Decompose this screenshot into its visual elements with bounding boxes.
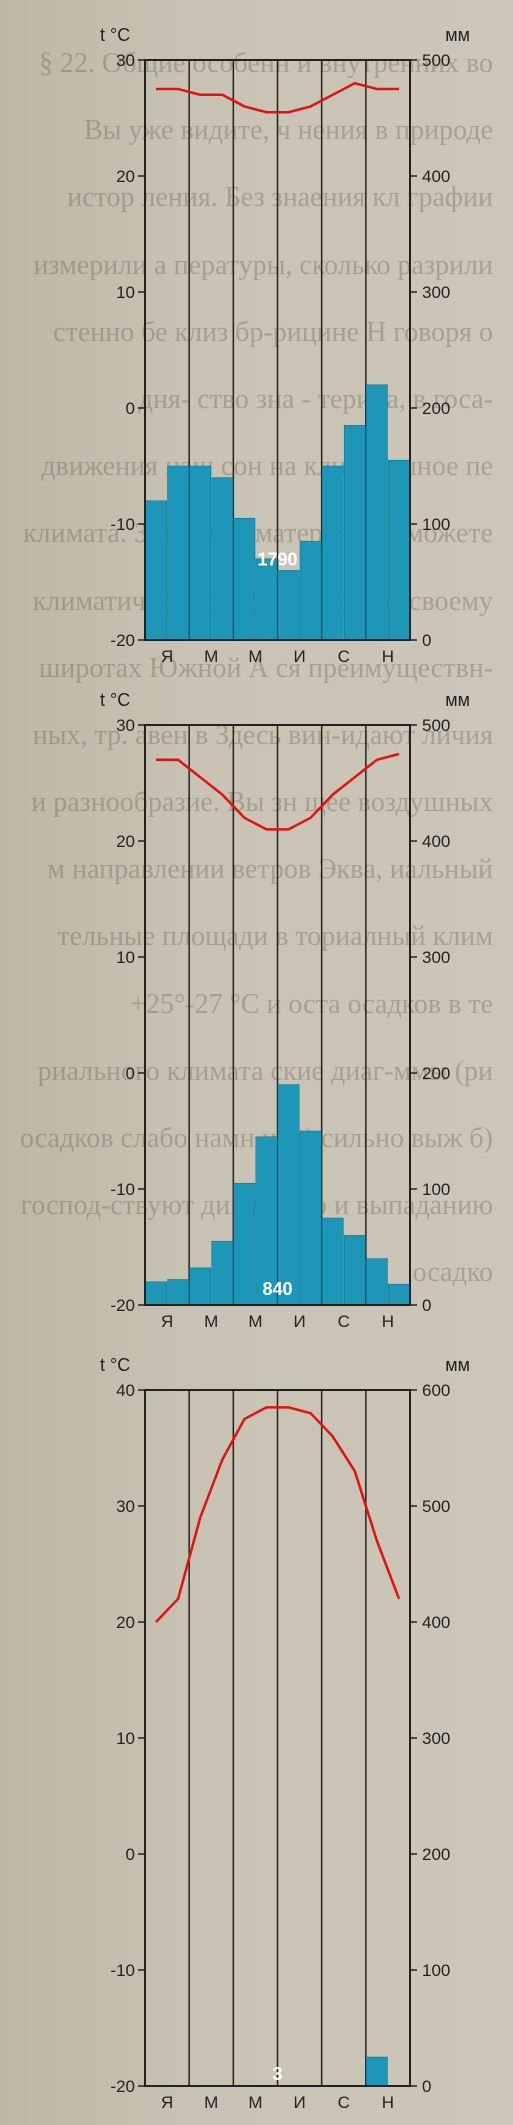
temp-tick-label: -10 [110,515,135,534]
precip-tick-label: 500 [422,716,450,735]
precip-unit-label: мм [445,25,470,46]
precip-tick-label: 200 [422,399,450,418]
chart-svg: -20-1001020304001002003004005006003ЯММИС… [90,1380,470,2121]
precip-tick-label: 400 [422,167,450,186]
precip-bar [388,460,409,640]
precip-bar [366,1259,387,1305]
temp-tick-label: -10 [110,1961,135,1980]
annual-precip-label: 3 [272,2064,282,2084]
temp-tick-label: -20 [110,1296,135,1315]
precip-bar [190,466,211,640]
temp-unit-label: t °C [100,690,130,711]
precip-tick-label: 100 [422,515,450,534]
month-label: Я [161,1312,173,1331]
precip-bar [366,385,387,640]
temp-unit-label: t °C [100,1355,130,1376]
precip-bar [278,1085,299,1305]
temp-tick-label: 30 [116,716,135,735]
month-label: И [293,647,305,666]
month-label: М [248,647,262,666]
month-label: М [248,2093,262,2112]
precip-bar [344,1235,365,1305]
precip-bar [388,1284,409,1305]
temp-tick-label: 30 [116,51,135,70]
month-label: С [338,2093,350,2112]
month-label: М [204,2093,218,2112]
precip-tick-label: 0 [422,631,431,650]
annual-precip-label: 1790 [257,549,297,569]
temp-tick-label: 10 [116,1729,135,1748]
precip-tick-label: 100 [422,1180,450,1199]
temp-tick-label: 20 [116,1613,135,1632]
precip-bar [234,1183,255,1305]
precip-tick-label: 400 [422,832,450,851]
temp-tick-label: 10 [116,948,135,967]
chart-svg: -20-10010203001002003004005001790ЯММИСН [90,50,470,675]
precip-bar [256,559,277,640]
precip-tick-label: 300 [422,1729,450,1748]
precip-bar [322,1218,343,1305]
precip-tick-label: 500 [422,51,450,70]
month-label: Н [382,1312,394,1331]
month-label: М [248,1312,262,1331]
climate-chart-1: t °Cмм-20-10010203001002003004005001790Я… [90,50,470,675]
precip-tick-label: 0 [422,1296,431,1315]
precip-bar [168,1279,189,1305]
temp-tick-label: 10 [116,283,135,302]
temp-tick-label: 20 [116,832,135,851]
precip-bar [344,425,365,640]
precip-bar [145,501,166,640]
precip-tick-label: 200 [422,1845,450,1864]
month-label: Я [161,2093,173,2112]
precip-bar [145,1282,166,1305]
temp-tick-label: 30 [116,1497,135,1516]
precip-bar [212,478,233,640]
temp-tick-label: -20 [110,2077,135,2096]
temp-tick-label: -20 [110,631,135,650]
temp-tick-label: 20 [116,167,135,186]
climate-chart-2: t °Cмм-20-1001020300100200300400500840ЯМ… [90,715,470,1340]
precip-tick-label: 200 [422,1064,450,1083]
precip-tick-label: 500 [422,1497,450,1516]
precip-bar [234,518,255,640]
precip-bar [190,1268,211,1305]
precip-tick-label: 100 [422,1961,450,1980]
precip-bar [366,2057,387,2086]
temp-unit-label: t °C [100,25,130,46]
precip-bar [212,1241,233,1305]
precip-tick-label: 400 [422,1613,450,1632]
month-label: Н [382,2093,394,2112]
precip-bar [278,570,299,640]
precip-tick-label: 300 [422,948,450,967]
temp-tick-label: 0 [126,399,135,418]
precip-bar [322,466,343,640]
precip-bar [300,1131,321,1305]
precip-tick-label: 0 [422,2077,431,2096]
precip-bar [300,541,321,640]
month-label: С [338,647,350,666]
climate-chart-3: t °Cмм-20-100102030400100200300400500600… [90,1380,470,2121]
chart-svg: -20-1001020300100200300400500840ЯММИСН [90,715,470,1340]
month-label: Я [161,647,173,666]
precip-tick-label: 300 [422,283,450,302]
precip-unit-label: мм [445,1355,470,1376]
month-label: И [293,1312,305,1331]
precip-bar [168,466,189,640]
precip-tick-label: 600 [422,1381,450,1400]
annual-precip-label: 840 [262,1279,292,1299]
month-label: Н [382,647,394,666]
temp-tick-label: 0 [126,1845,135,1864]
temp-tick-label: -10 [110,1180,135,1199]
precip-unit-label: мм [445,690,470,711]
month-label: М [204,1312,218,1331]
month-label: И [293,2093,305,2112]
temp-tick-label: 40 [116,1381,135,1400]
temp-tick-label: 0 [126,1064,135,1083]
month-label: М [204,647,218,666]
month-label: С [338,1312,350,1331]
